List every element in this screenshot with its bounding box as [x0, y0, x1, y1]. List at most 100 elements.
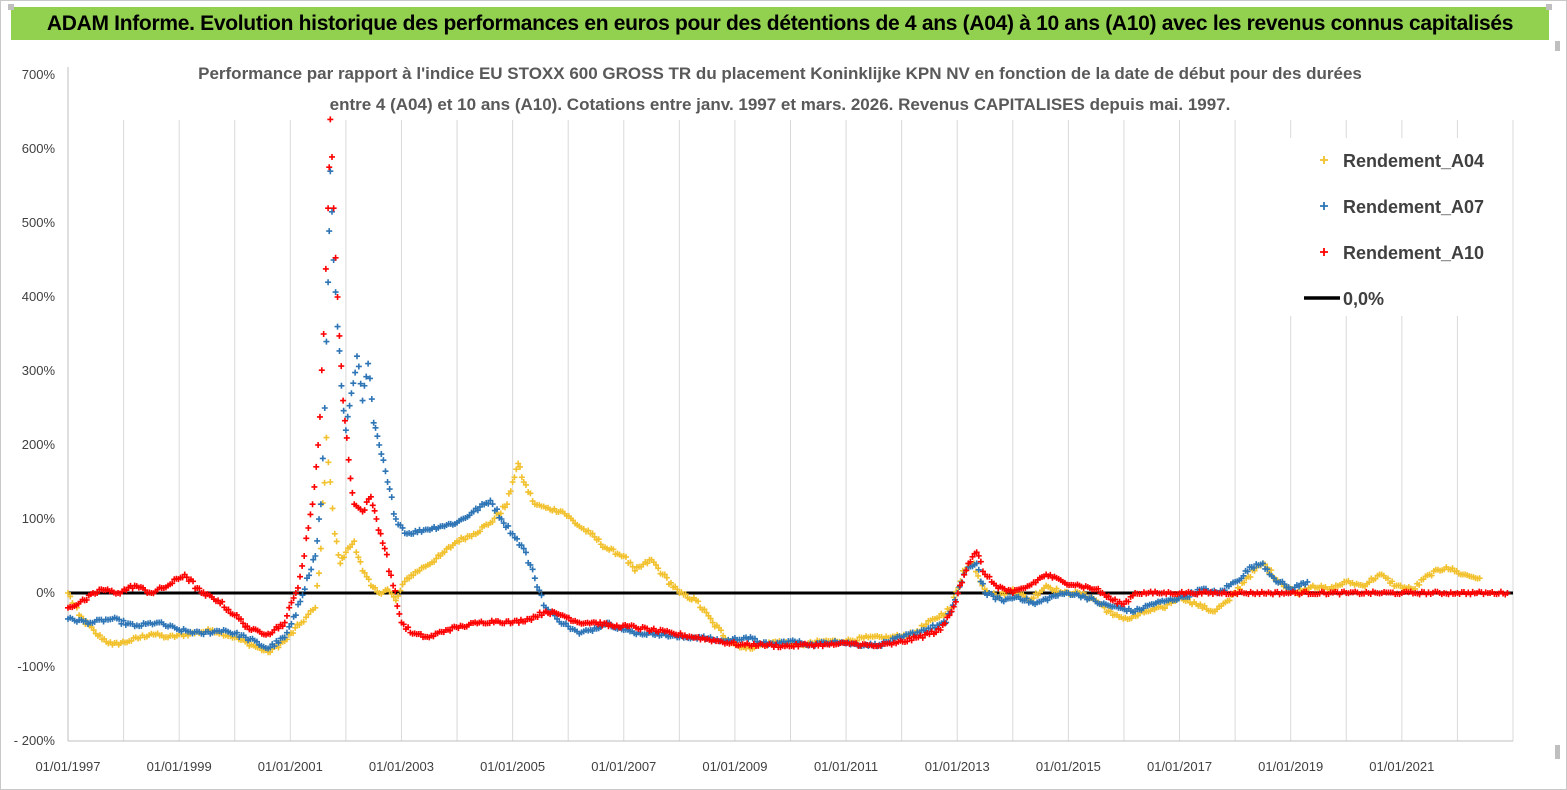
data-point — [370, 419, 377, 426]
data-point — [311, 483, 318, 490]
data-point — [307, 511, 314, 518]
data-point — [517, 463, 524, 470]
legend-label: 0,0% — [1343, 289, 1384, 309]
data-point — [392, 516, 399, 522]
data-point — [1161, 605, 1168, 612]
data-point — [515, 619, 522, 626]
data-point — [200, 589, 207, 596]
data-point — [1226, 597, 1233, 604]
data-point — [518, 542, 525, 549]
data-point — [342, 549, 349, 556]
data-point — [336, 332, 343, 339]
data-point — [330, 205, 337, 212]
data-point — [233, 629, 240, 636]
data-point — [410, 572, 417, 579]
data-point — [390, 510, 397, 517]
data-point — [504, 501, 511, 508]
data-point — [390, 582, 397, 589]
data-point — [394, 603, 401, 610]
data-point — [319, 455, 326, 462]
x-tick-label: 01/01/2007 — [591, 759, 656, 774]
y-tick-label: 300% — [22, 363, 56, 378]
data-point — [316, 516, 323, 523]
data-point — [497, 510, 504, 517]
data-point — [959, 579, 966, 586]
data-point — [396, 610, 403, 617]
data-point — [967, 558, 974, 565]
selection-handle[interactable] — [1546, 4, 1552, 10]
data-point — [301, 586, 308, 593]
data-point — [326, 228, 333, 235]
data-point — [406, 575, 413, 582]
data-point — [334, 323, 341, 330]
data-point — [627, 559, 634, 566]
data-point — [279, 623, 286, 630]
data-point — [936, 614, 943, 621]
data-point — [919, 634, 926, 641]
data-point — [610, 546, 617, 553]
data-point — [332, 254, 339, 261]
data-point — [527, 561, 534, 568]
selection-handle[interactable] — [1555, 41, 1560, 51]
data-point — [707, 615, 714, 622]
data-point — [589, 530, 596, 537]
data-point — [979, 568, 986, 575]
data-point — [536, 587, 543, 594]
data-point — [240, 620, 247, 627]
x-tick-label: 01/01/2011 — [814, 759, 878, 774]
data-point — [1001, 591, 1008, 598]
data-point — [511, 474, 518, 481]
data-point — [383, 551, 390, 558]
data-point — [400, 621, 407, 628]
data-point — [653, 561, 660, 568]
data-point — [344, 413, 351, 420]
data-point — [372, 584, 379, 591]
data-point — [332, 289, 339, 296]
data-point — [325, 459, 332, 466]
data-point — [308, 566, 315, 573]
data-point — [1372, 575, 1379, 582]
data-point — [950, 603, 957, 610]
data-point — [305, 525, 312, 532]
data-point — [233, 611, 240, 618]
data-point — [923, 621, 930, 628]
data-point — [1034, 592, 1041, 599]
data-point — [380, 457, 387, 464]
data-point — [597, 541, 604, 548]
axes: 700% 600% 500% 400% 300% 200% 100% 0% -100% - 200… — [14, 67, 1513, 774]
data-point — [353, 549, 360, 556]
data-point — [401, 578, 408, 585]
data-point — [908, 637, 915, 644]
data-point — [1428, 572, 1435, 579]
selection-handle[interactable] — [8, 4, 14, 10]
data-point — [476, 528, 483, 535]
data-point — [397, 587, 404, 594]
data-point — [299, 562, 306, 569]
data-point — [322, 265, 329, 272]
data-point — [1244, 568, 1251, 575]
data-point — [379, 540, 386, 547]
data-point — [65, 590, 71, 596]
series-Rendement_A10 — [65, 116, 1511, 651]
data-point — [661, 571, 668, 578]
data-point — [1240, 572, 1247, 579]
data-point — [363, 373, 370, 380]
y-tick-label: 100% — [22, 511, 56, 526]
data-point — [946, 612, 953, 619]
data-point — [1304, 578, 1311, 585]
data-point — [751, 635, 758, 642]
data-point — [120, 617, 127, 624]
data-point — [283, 629, 290, 636]
data-point — [312, 604, 319, 611]
data-point — [668, 579, 675, 586]
data-point — [441, 549, 448, 556]
data-point — [196, 585, 203, 592]
data-point — [350, 380, 357, 387]
data-point — [456, 538, 463, 545]
data-point — [361, 569, 368, 576]
data-point — [1197, 601, 1204, 608]
data-point — [1389, 578, 1396, 585]
selection-handle[interactable] — [1555, 745, 1560, 759]
data-point — [937, 627, 944, 633]
data-point — [94, 590, 101, 597]
